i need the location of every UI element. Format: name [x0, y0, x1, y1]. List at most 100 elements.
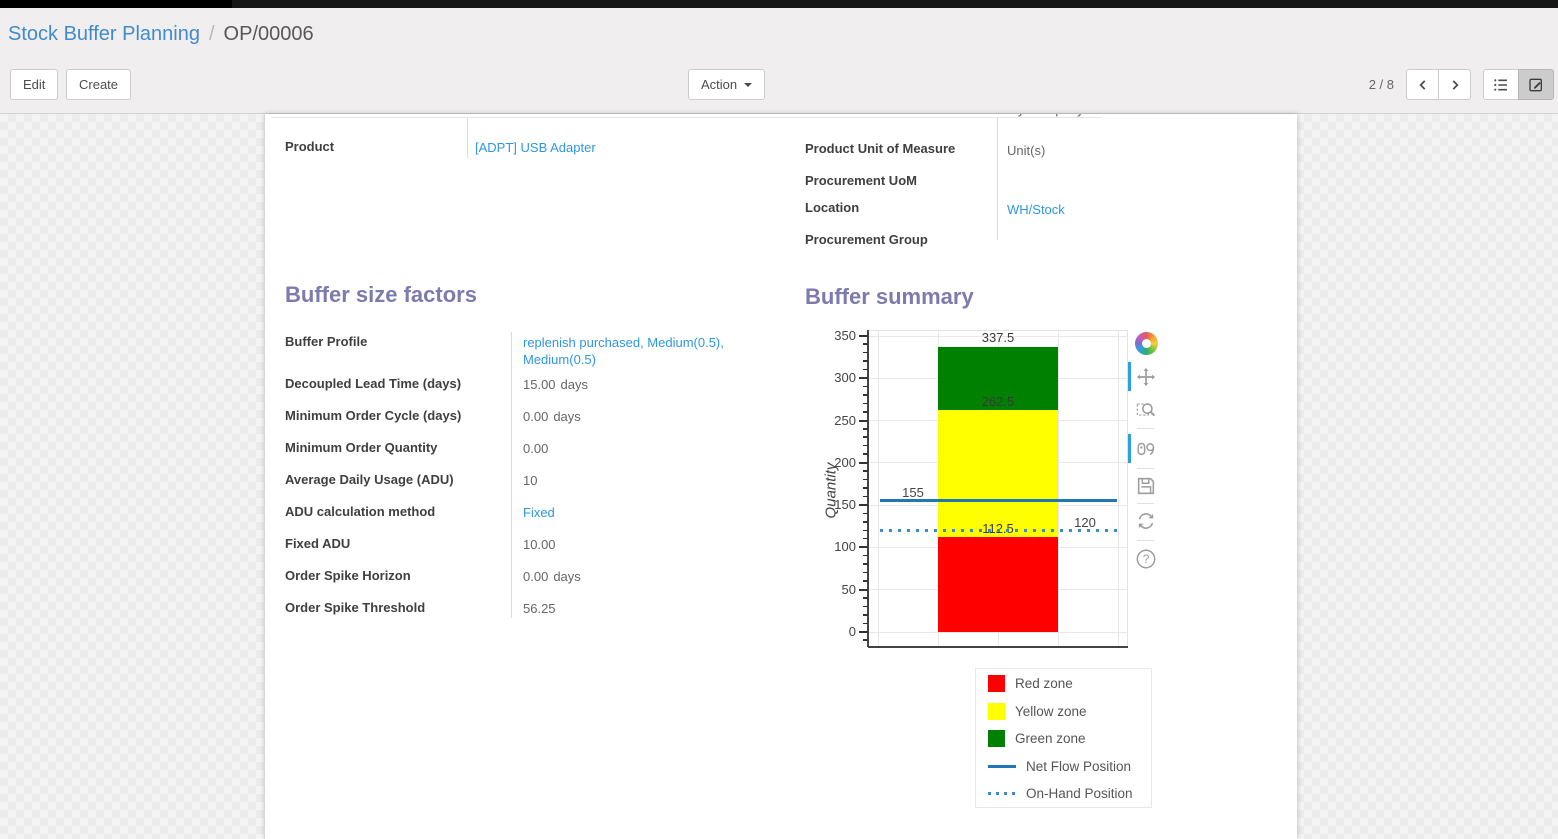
- chart-legend: Red zone Yellow zone Green zone Net Flow Po…: [975, 668, 1152, 808]
- bar-label-262.5: 262.5: [981, 394, 1015, 409]
- y-tick-150: 150: [834, 497, 856, 513]
- field-row: Buffer Profile replenish purchased, Medi…: [285, 326, 771, 368]
- field-row: Fixed ADU 10.00: [285, 528, 771, 560]
- help-tool-icon[interactable]: ?: [1134, 547, 1158, 571]
- top-menu-bar-segment: [0, 0, 232, 8]
- breadcrumb-separator: /: [208, 22, 215, 45]
- hover-tool-icon[interactable]: [1134, 437, 1158, 461]
- buffer-summary-title: Buffer summary: [805, 284, 974, 309]
- view-switcher: [1483, 69, 1554, 100]
- legend-label: On-Hand Position: [1026, 786, 1133, 802]
- yellow-zone-bar: [938, 410, 1058, 537]
- breadcrumb-section-link[interactable]: Stock Buffer Planning: [8, 22, 200, 45]
- bar-label-112.5: 112.5: [938, 521, 1058, 536]
- buffer-size-factors-title: Buffer size factors: [285, 282, 477, 307]
- y-tick-300: 300: [834, 370, 856, 386]
- field-row: Minimum Order Quantity 0.00: [285, 432, 771, 464]
- dlt-label: Decoupled Lead Time (days): [285, 376, 462, 391]
- fixed-adu-value: 10.00: [523, 537, 556, 552]
- min-order-cycle-value: 0.00: [523, 409, 549, 424]
- location-label: Location: [805, 200, 860, 215]
- bar-label-337.5: 337.5: [981, 329, 1015, 345]
- breadcrumb-record: OP/00006: [223, 22, 314, 45]
- net-flow-position-swatch: [988, 764, 1016, 768]
- list-icon: [1494, 78, 1507, 91]
- net-flow-position-label: 155: [902, 484, 924, 500]
- adu-method-value-link[interactable]: Fixed: [523, 505, 555, 520]
- create-button[interactable]: Create: [66, 69, 132, 100]
- x-axis: [868, 646, 1128, 648]
- form-view-button[interactable]: [1518, 69, 1554, 100]
- red-zone-swatch: [988, 675, 1005, 693]
- pager-nav: [1406, 69, 1471, 100]
- field-row: Average Daily Usage (ADU) 10: [285, 464, 771, 496]
- min-order-qty-value: 0.00: [523, 441, 549, 456]
- button-row: Edit Create Action 2 / 8: [0, 60, 1558, 114]
- min-order-qty-label: Minimum Order Quantity: [285, 440, 438, 455]
- pager-next-button[interactable]: [1438, 69, 1471, 100]
- adu-value: 10: [523, 473, 538, 488]
- chevron-left-icon: [1418, 79, 1425, 90]
- net-flow-position-line: [880, 499, 1117, 503]
- control-panel: Stock Buffer Planning / OP/00006 Edit Cr…: [0, 8, 1558, 114]
- legend-item: Yellow zone: [976, 698, 1151, 726]
- action-dropdown-button[interactable]: Action: [688, 69, 766, 100]
- y-tick-0: 0: [848, 624, 856, 639]
- legend-label: Yellow zone: [1015, 703, 1087, 719]
- pager-previous-button[interactable]: [1406, 69, 1439, 100]
- red-zone-bar: [938, 536, 1058, 632]
- procurement-group-label: Procurement Group: [805, 232, 928, 247]
- dlt-value: 15.00: [523, 377, 556, 392]
- order-spike-horizon-value: 0.00: [523, 569, 549, 584]
- y-tick-200: 200: [834, 454, 856, 470]
- on-hand-position-swatch: [988, 792, 1016, 796]
- row-divider: [271, 117, 1101, 118]
- field-row: Order Spike Horizon 0.00 days: [285, 560, 771, 592]
- fixed-adu-label: Fixed ADU: [285, 536, 351, 551]
- active-tool-indicator: [1128, 434, 1131, 463]
- product-value-link[interactable]: [ADPT] USB Adapter: [475, 140, 596, 155]
- pager-counter: 2 / 8: [1368, 77, 1394, 92]
- y-axis-title: Quantity: [822, 462, 840, 519]
- box-zoom-tool-icon[interactable]: [1134, 398, 1158, 422]
- buffer-summary-chart[interactable]: 337.5 262.5 112.5 0 50 100 150 200 250 300 350 Quan…: [810, 325, 1180, 825]
- bokeh-logo-icon[interactable]: [1134, 331, 1158, 355]
- y-tick-250: 250: [834, 412, 856, 428]
- min-order-cycle-suffix: days: [553, 409, 581, 424]
- legend-item: Red zone: [976, 670, 1151, 698]
- product-uom-value: Unit(s): [1007, 143, 1046, 158]
- active-tool-indicator: [1128, 362, 1131, 391]
- chevron-right-icon: [1452, 79, 1459, 90]
- company-value-clipped: My Company: [1007, 114, 1084, 117]
- dlt-suffix: days: [560, 377, 589, 392]
- product-uom-label: Product Unit of Measure: [805, 141, 956, 156]
- yellow-zone-swatch: [988, 702, 1005, 720]
- buffer-factors-table: Buffer Profile replenish purchased, Medi…: [285, 326, 771, 624]
- order-spike-threshold-value: 56.25: [523, 601, 556, 616]
- svg-text:?: ?: [1143, 552, 1150, 566]
- green-zone-bar: [938, 346, 1058, 410]
- edit-button[interactable]: Edit: [10, 69, 59, 100]
- field-row: Decoupled Lead Time (days) 15.00 days: [285, 368, 771, 400]
- save-tool-icon[interactable]: [1134, 474, 1158, 498]
- legend-label: Green zone: [1015, 731, 1086, 747]
- pan-tool-icon[interactable]: [1134, 365, 1158, 389]
- legend-item: Green zone: [976, 725, 1151, 753]
- green-zone-swatch: [988, 730, 1005, 748]
- order-spike-horizon-label: Order Spike Horizon: [285, 568, 411, 583]
- y-tick-350: 350: [834, 328, 856, 343]
- order-spike-threshold-label: Order Spike Threshold: [285, 600, 426, 615]
- on-hand-position-line: [880, 529, 1117, 532]
- legend-item: Net Flow Position: [976, 753, 1151, 781]
- breadcrumb: Stock Buffer Planning / OP/00006: [8, 8, 314, 60]
- location-value-link[interactable]: WH/Stock: [1007, 202, 1065, 217]
- buffer-profile-value-link[interactable]: replenish purchased, Medium(0.5), Medium…: [523, 335, 724, 367]
- reset-tool-icon[interactable]: [1134, 509, 1158, 533]
- list-view-button[interactable]: [1483, 69, 1519, 100]
- field-row: Minimum Order Cycle (days) 0.00 days: [285, 400, 771, 432]
- legend-item: On-Hand Position: [976, 780, 1151, 808]
- legend-label: Red zone: [1015, 676, 1073, 692]
- y-tick-100: 100: [834, 539, 856, 555]
- field-row: Order Spike Threshold 56.25: [285, 592, 771, 624]
- procurement-uom-label: Procurement UoM: [805, 173, 917, 188]
